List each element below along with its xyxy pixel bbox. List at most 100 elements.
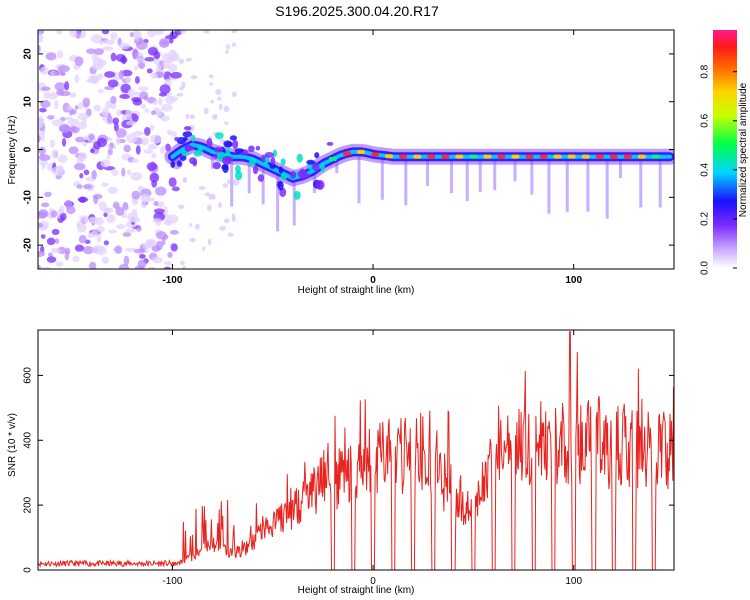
spectrogram-noise-blob (138, 253, 146, 259)
spectrogram-peak-mark (511, 154, 520, 159)
spectrogram-noise-blob (39, 220, 50, 230)
spectrogram-noise-blob (88, 75, 98, 83)
spectrogram-faint-dot (189, 237, 196, 243)
spectrogram-noise-blob (144, 108, 149, 114)
spectrogram-blob (179, 155, 187, 161)
spectrogram-noise-blob (153, 51, 161, 60)
spectrogram-noise-blob (48, 92, 58, 100)
spectrogram-noise-blob (131, 158, 140, 163)
spectrogram-blob (212, 161, 221, 170)
spectrogram-faint-dot (218, 103, 223, 111)
spectrogram-noise-blob (83, 184, 93, 190)
snr-x-label: Height of straight line (km) (298, 585, 415, 596)
spectrogram-blob (257, 174, 265, 182)
spectrogram-faint-dot (203, 107, 209, 115)
spectrogram-noise-blob (54, 238, 60, 244)
spectrogram-noise-blob (130, 171, 143, 181)
spectrogram-faint-dot (211, 114, 218, 120)
spectrogram-blob (306, 159, 316, 165)
spectrogram-noise-blob (57, 246, 67, 255)
spectrogram-noise-blob (164, 220, 173, 226)
spectrogram-noise-blob (151, 256, 163, 264)
spectrogram-blob (191, 134, 196, 142)
spectrogram-faint-dot (224, 49, 230, 54)
spectrogram-noise-blob (164, 234, 169, 240)
colorbar-tick-label: 0.0 (700, 261, 711, 275)
spectrogram-blob (232, 139, 239, 149)
spectrogram-noise-blob (100, 159, 111, 168)
spectrogram-noise-blob (40, 132, 45, 143)
spectrogram-x-tick-label: 100 (565, 275, 582, 286)
spectrogram-blob (264, 152, 275, 158)
spectrogram-noise-blob (52, 119, 64, 127)
spectrogram-spike (639, 156, 643, 208)
spectrogram-blob (174, 136, 179, 142)
spectrogram-faint-dot (189, 223, 193, 228)
spectrogram-noise-blob (121, 69, 133, 77)
spectrogram-noise-blob (76, 223, 87, 233)
spectrogram-peak-mark (342, 151, 351, 156)
spectrogram-noise-blob (39, 107, 47, 113)
spectrogram-noise-blob (74, 56, 84, 67)
spectrogram-faint-dot (210, 193, 216, 200)
spectrogram-spike (230, 156, 234, 207)
spectrogram-noise-blob (38, 116, 45, 125)
spectrogram-noise-blob (154, 186, 167, 196)
spectrogram-noise-blob (93, 104, 101, 112)
spectrogram-faint-dot (231, 30, 237, 34)
spectrogram-noise-blob (155, 240, 163, 251)
spectrogram-noise-blob (135, 145, 141, 155)
spectrogram-noise-blob (153, 57, 161, 66)
spectrogram-noise-blob (163, 266, 171, 269)
spectrogram-faint-dot (215, 89, 222, 95)
spectrogram-noise-blob (85, 108, 92, 117)
spectrogram-noise-blob (91, 62, 104, 71)
spectrogram-spike (478, 156, 482, 192)
spectrogram-noise-blob (115, 128, 127, 138)
spectrogram-noise-blob (123, 144, 131, 153)
spectrogram-noise-blob (110, 32, 118, 40)
spectrogram-noise-blob (157, 97, 163, 106)
spectrogram-noise-blob (135, 40, 148, 50)
snr-y-label: SNR (10 * v/v) (7, 413, 18, 477)
colorbar-tick-label: 0.6 (700, 113, 711, 127)
colorbar-label: Normalized spectral amplitude (738, 82, 749, 217)
spectrogram-spike (493, 156, 497, 191)
spectrogram-faint-dot (203, 30, 210, 34)
spectrogram-peak-mark (357, 149, 366, 154)
spectrogram-noise-blob (140, 202, 148, 209)
spectrogram-noise-blob (142, 242, 152, 249)
spectrogram-noise-blob (131, 96, 142, 103)
spectrogram-noise-blob (132, 48, 139, 59)
spectrogram-y-label: Frequency (Hz) (7, 116, 18, 185)
spectrogram-noise-blob (149, 124, 155, 131)
spectrogram-noise-blob (147, 143, 158, 150)
spectrogram-faint-dot (178, 204, 185, 210)
spectrogram-noise-blob (149, 172, 160, 183)
spectrogram-noise-blob (121, 55, 127, 65)
spectrogram-noise-blob (67, 118, 80, 126)
spectrogram-noise-blob (160, 115, 171, 122)
spectrogram-noise-blob (83, 169, 90, 176)
snr-x-tick-label: 100 (565, 576, 582, 587)
spectrogram-blob (293, 190, 301, 200)
spectrogram-noise-blob (122, 232, 132, 237)
spectrogram-noise-blob (101, 30, 110, 35)
spectrogram-noise-blob (106, 114, 113, 124)
spectrogram-noise-blob (74, 162, 86, 171)
snr-frame (37, 329, 675, 571)
spectrogram-faint-dot (226, 179, 231, 185)
spectrogram-blob (183, 126, 192, 131)
spectrogram-noise-blob (165, 95, 176, 105)
spectrogram-blob (181, 150, 189, 157)
spectrogram-peak-mark (609, 154, 618, 159)
colorbar-tick-label: 0.8 (700, 64, 711, 78)
snr-x-tick-label: -100 (162, 576, 182, 587)
spectrogram-noise-blob (156, 64, 162, 72)
colorbar-gradient (713, 30, 737, 268)
spectrogram-peak-mark (371, 152, 380, 157)
spectrogram-noise-blob (123, 255, 130, 266)
spectrogram-noise-blob (49, 139, 55, 148)
spectrogram-spike (619, 156, 623, 179)
